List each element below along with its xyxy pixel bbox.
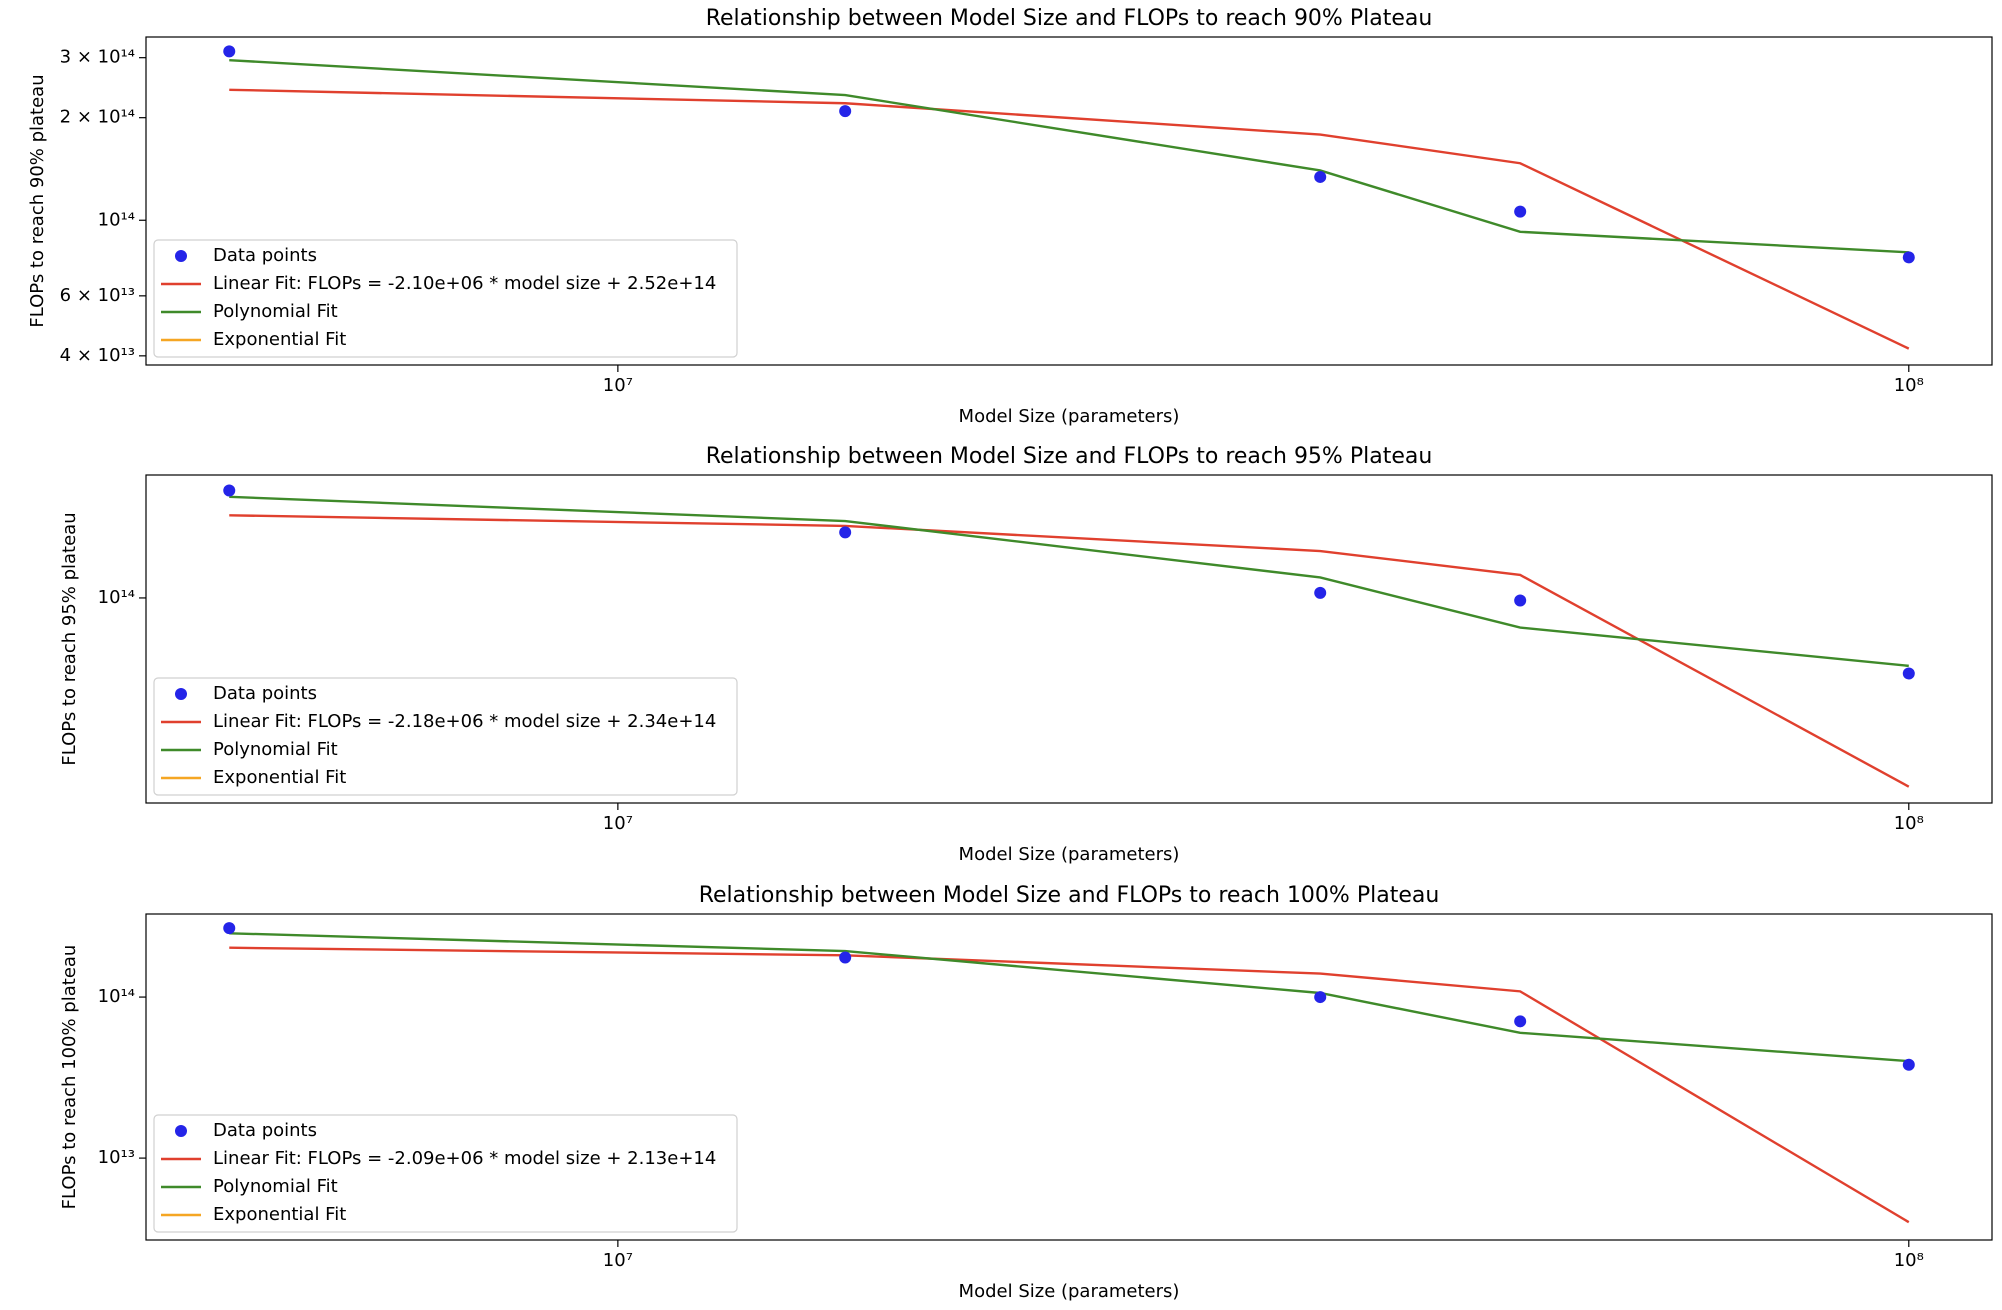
legend-label: Polynomial Fit (213, 1176, 338, 1197)
legend-box (153, 239, 738, 358)
y-axis-label: FLOPs to reach 95% plateau (59, 512, 80, 765)
plot-area (223, 45, 1915, 350)
data-point (1902, 1058, 1915, 1071)
data-point (223, 45, 236, 58)
data-point (223, 922, 236, 935)
x-axis-label: Model Size (parameters) (959, 406, 1180, 427)
y-axis-label: FLOPs to reach 90% plateau (27, 74, 48, 327)
axes-frame (145, 913, 1993, 1241)
data-point (839, 105, 852, 118)
data-point (1514, 1015, 1527, 1028)
legend-label: Exponential Fit (213, 1204, 346, 1225)
data-point (1314, 170, 1327, 183)
data-point (1902, 667, 1915, 680)
plot-area (223, 922, 1915, 1224)
legend-label: Polynomial Fit (213, 739, 338, 760)
data-point (1314, 586, 1327, 599)
data-point (223, 484, 236, 497)
y-tick-label: 10¹⁴ (98, 986, 135, 1007)
x-tick-label: 10⁷ (603, 1250, 633, 1271)
chart-title: Relationship between Model Size and FLOP… (699, 883, 1440, 908)
y-tick-label: 4 × 10¹³ (60, 345, 135, 366)
legend: Data points Linear Fit: FLOPs = -2.10e+06… (153, 239, 738, 358)
subplot: Relationship between Model Size and FLOP… (27, 6, 1993, 427)
legend-label: Data points (213, 245, 317, 266)
fit-line (229, 88, 1910, 350)
legend-label: Polynomial Fit (213, 301, 338, 322)
y-tick-label: 10¹³ (98, 1147, 135, 1168)
legend: Data points Linear Fit: FLOPs = -2.18e+06… (153, 677, 738, 796)
legend-label: Data points (213, 1120, 317, 1141)
axes-frame (145, 474, 1993, 804)
y-tick-label: 3 × 10¹⁴ (60, 47, 135, 68)
legend-label: Linear Fit: FLOPs = -2.10e+06 * model si… (213, 273, 716, 294)
legend-label: Exponential Fit (213, 767, 346, 788)
fit-line (229, 514, 1910, 788)
legend-label: Data points (213, 683, 317, 704)
x-tick-label: 10⁸ (1894, 375, 1924, 396)
y-tick-label: 2 × 10¹⁴ (60, 107, 135, 128)
fit-line (229, 58, 1909, 254)
chart-title: Relationship between Model Size and FLOP… (706, 6, 1433, 31)
legend-box (153, 677, 738, 796)
data-point (839, 526, 852, 539)
legend: Data points Linear Fit: FLOPs = -2.09e+06… (153, 1114, 738, 1233)
x-tick-label: 10⁷ (603, 813, 633, 834)
legend-label: Linear Fit: FLOPs = -2.09e+06 * model si… (213, 1148, 716, 1169)
fit-line (229, 495, 1909, 668)
y-tick-label: 6 × 10¹³ (60, 285, 135, 306)
data-point (1514, 594, 1527, 607)
y-tick-label: 10¹⁴ (98, 209, 135, 230)
x-tick-label: 10⁷ (603, 375, 633, 396)
legend-marker (175, 250, 187, 262)
plot-area (223, 484, 1915, 788)
fit-line (229, 932, 1909, 1063)
data-point (1314, 991, 1327, 1004)
x-tick-label: 10⁸ (1894, 1250, 1924, 1271)
fit-line (229, 946, 1910, 1224)
data-point (1514, 205, 1527, 218)
legend-marker (175, 1125, 187, 1137)
data-point (1902, 251, 1915, 264)
x-axis-label: Model Size (parameters) (959, 1281, 1180, 1302)
y-tick-label: 10¹⁴ (98, 587, 135, 608)
chart-title: Relationship between Model Size and FLOP… (706, 444, 1433, 469)
y-axis-label: FLOPs to reach 100% plateau (59, 945, 80, 1210)
axes-frame (145, 36, 1993, 366)
x-tick-label: 10⁸ (1894, 813, 1924, 834)
subplot: Relationship between Model Size and FLOP… (59, 444, 1993, 865)
legend-box (153, 1114, 738, 1233)
legend-label: Exponential Fit (213, 329, 346, 350)
legend-label: Linear Fit: FLOPs = -2.18e+06 * model si… (213, 711, 716, 732)
x-axis-label: Model Size (parameters) (959, 844, 1180, 865)
data-point (839, 951, 852, 964)
legend-marker (175, 688, 187, 700)
subplot: Relationship between Model Size and FLOP… (59, 883, 1993, 1302)
